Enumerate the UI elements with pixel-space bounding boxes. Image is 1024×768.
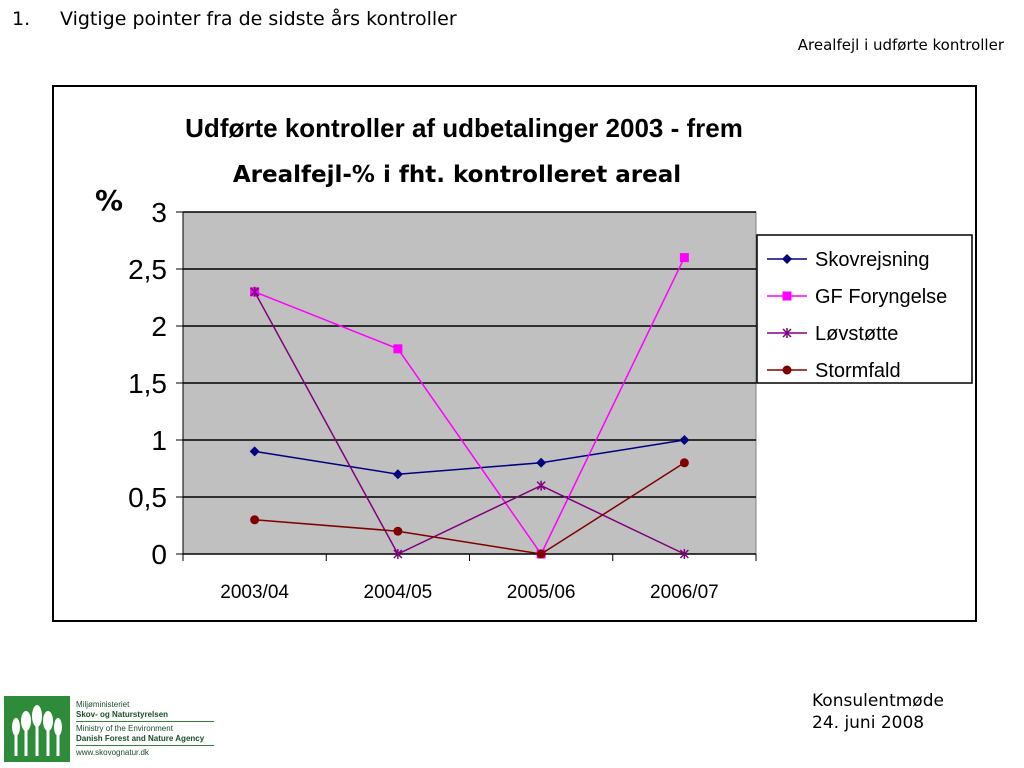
data-point: [679, 549, 689, 559]
chart-subtitle: Arealfejl-% i fht. kontrolleret areal: [233, 162, 681, 188]
series-stormfald: [250, 458, 689, 559]
x-tick-label: 2003/04: [220, 582, 289, 603]
series-line: [254, 439, 685, 475]
data-point: [536, 457, 547, 468]
logo-emblem-icon: [4, 696, 70, 762]
legend-label: Skovrejsning: [815, 249, 930, 271]
y-axis-label: %: [95, 184, 123, 217]
logo-line-ministry-da: Miljøministeriet: [76, 700, 130, 709]
heading-number: 1.: [12, 8, 31, 30]
y-tick-label: 2: [151, 311, 167, 342]
data-point: [536, 549, 546, 559]
data-point: [249, 446, 260, 457]
chart-title: Udførte kontroller af udbetalinger 2003 …: [185, 113, 743, 143]
legend-label: Løvstøtte: [815, 323, 898, 345]
agency-logo: [4, 696, 224, 766]
logo-line-agency-en: Danish Forest and Nature Agency: [76, 733, 205, 743]
data-point: [393, 344, 403, 354]
data-point: [393, 549, 403, 559]
x-tick-label: 2006/07: [650, 582, 719, 603]
y-tick-label: 1,5: [128, 368, 167, 399]
data-point: [782, 254, 792, 264]
footer-text: Konsulentmøde 24. juni 2008: [812, 690, 944, 734]
legend-entry: GF Foryngelse: [767, 286, 947, 308]
heading-text: Vigtige pointer fra de sidste års kontro…: [60, 8, 457, 30]
data-point: [250, 515, 260, 525]
data-point: [782, 291, 792, 301]
slide-subheading: Arealfejl i udførte kontroller: [797, 36, 1004, 54]
logo-line-url: www.skovognatur.dk: [76, 748, 149, 757]
y-tick-label: 1: [151, 425, 167, 456]
legend-entry: Skovrejsning: [767, 249, 930, 271]
footer-line-2: 24. juni 2008: [812, 713, 925, 733]
legend-entry: Stormfald: [767, 360, 901, 382]
data-point: [250, 286, 260, 297]
y-tick-label: 0: [151, 539, 167, 570]
series-line: [254, 462, 685, 555]
chart-frame: Udførte kontroller af udbetalinger 2003 …: [52, 85, 977, 622]
series-line: [254, 257, 686, 556]
data-point: [536, 480, 546, 491]
legend-label: GF Foryngelse: [815, 286, 947, 308]
data-point: [679, 253, 689, 263]
y-tick-label: 0,5: [128, 482, 167, 513]
logo-line-ministry-en: Ministry of the Environment: [76, 724, 173, 733]
series-skovrejsning: [249, 435, 690, 480]
data-point: [782, 365, 792, 375]
data-point: [393, 526, 403, 536]
data-point: [679, 435, 690, 445]
data-point: [392, 469, 403, 480]
legend-entry: Løvstøtte: [767, 323, 898, 345]
data-point: [679, 458, 689, 468]
logo-line-agency-da: Skov- og Naturstyrelsen: [76, 709, 169, 719]
y-tick-label: 3: [151, 197, 167, 228]
x-tick-label: 2004/05: [364, 582, 433, 603]
line-chart: Udførte kontroller af udbetalinger 2003 …: [95, 113, 973, 603]
slide-heading: 1. Vigtige pointer fra de sidste års kont…: [12, 8, 457, 30]
data-point: [782, 328, 792, 338]
footer-line-1: Konsulentmøde: [812, 691, 944, 711]
x-tick-label: 2005/06: [507, 582, 576, 603]
legend-label: Stormfald: [815, 360, 901, 382]
logo-text: Miljøministeriet Skov- og Naturstyrelsen…: [76, 700, 214, 758]
series-line: [253, 291, 685, 555]
series-l-vst-tte: [250, 286, 689, 559]
y-tick-label: 2,5: [128, 254, 167, 285]
